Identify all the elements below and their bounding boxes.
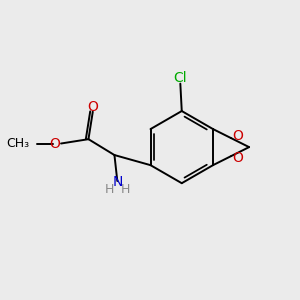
Text: H: H — [105, 183, 114, 196]
Text: CH₃: CH₃ — [6, 137, 29, 150]
Text: Cl: Cl — [173, 71, 187, 85]
Text: O: O — [232, 129, 243, 143]
Text: N: N — [112, 176, 122, 190]
Text: O: O — [49, 136, 60, 151]
Text: O: O — [232, 152, 243, 165]
Text: O: O — [87, 100, 98, 114]
Text: H: H — [121, 183, 130, 196]
